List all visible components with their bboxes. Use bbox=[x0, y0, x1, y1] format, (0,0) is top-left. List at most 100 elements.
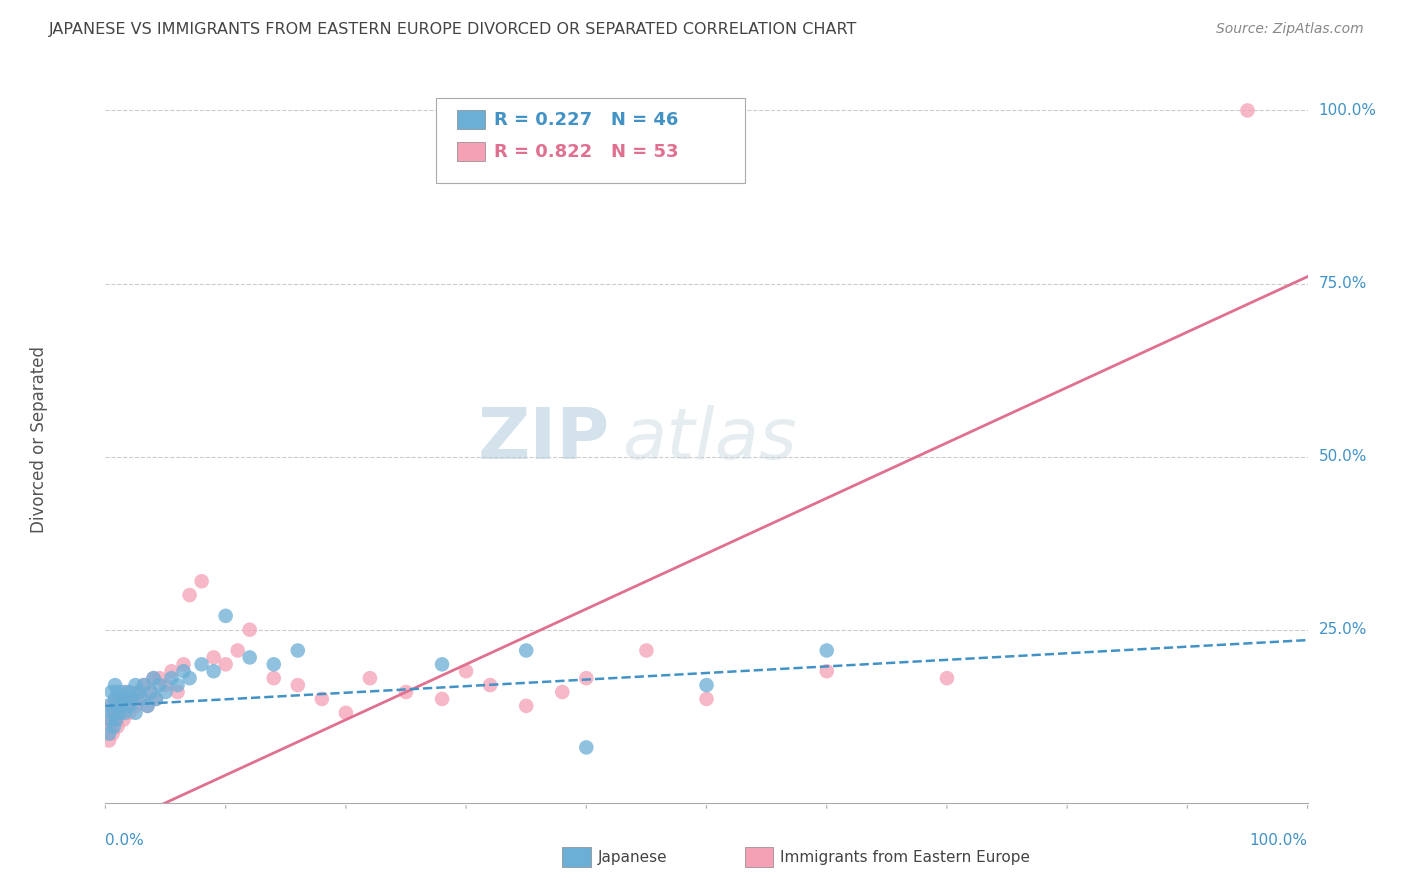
Point bbox=[226, 643, 249, 657]
Text: Source: ZipAtlas.com: Source: ZipAtlas.com bbox=[1216, 22, 1364, 37]
Point bbox=[515, 698, 537, 713]
Point bbox=[112, 685, 135, 699]
Point bbox=[202, 650, 225, 665]
Text: 75.0%: 75.0% bbox=[1319, 276, 1367, 291]
Point bbox=[136, 698, 159, 713]
Point bbox=[696, 692, 718, 706]
Point bbox=[132, 678, 155, 692]
Point bbox=[100, 698, 122, 713]
Text: 50.0%: 50.0% bbox=[1319, 449, 1367, 464]
Point bbox=[155, 685, 177, 699]
Point bbox=[101, 726, 124, 740]
Point bbox=[115, 692, 138, 706]
Point bbox=[359, 671, 381, 685]
Point bbox=[160, 671, 183, 685]
Point bbox=[155, 678, 177, 692]
Point bbox=[190, 574, 212, 589]
Point bbox=[1236, 103, 1258, 118]
Point bbox=[104, 692, 127, 706]
Point bbox=[112, 713, 135, 727]
Point bbox=[118, 685, 141, 699]
Text: Immigrants from Eastern Europe: Immigrants from Eastern Europe bbox=[780, 850, 1031, 864]
Point bbox=[97, 698, 120, 713]
Point bbox=[145, 692, 167, 706]
Text: 100.0%: 100.0% bbox=[1250, 833, 1308, 848]
Point bbox=[131, 692, 153, 706]
Point bbox=[551, 685, 574, 699]
Point bbox=[115, 685, 138, 699]
Point bbox=[148, 678, 170, 692]
Point bbox=[121, 692, 143, 706]
Point bbox=[139, 685, 162, 699]
Point bbox=[124, 706, 146, 720]
Point bbox=[105, 713, 128, 727]
Point bbox=[105, 713, 128, 727]
Point bbox=[815, 643, 838, 657]
Point bbox=[107, 685, 129, 699]
Point bbox=[104, 678, 127, 692]
Point bbox=[430, 692, 453, 706]
Point bbox=[110, 692, 132, 706]
Point bbox=[575, 740, 598, 755]
Point bbox=[110, 692, 132, 706]
Point bbox=[696, 678, 718, 692]
Point bbox=[114, 706, 136, 720]
Text: 0.0%: 0.0% bbox=[105, 833, 145, 848]
Point bbox=[136, 698, 159, 713]
Text: R = 0.227   N = 46: R = 0.227 N = 46 bbox=[494, 111, 678, 128]
Point bbox=[103, 706, 125, 720]
Point bbox=[128, 685, 150, 699]
Point bbox=[124, 678, 146, 692]
Point bbox=[104, 692, 127, 706]
Point bbox=[575, 671, 598, 685]
Point bbox=[121, 692, 143, 706]
Text: 100.0%: 100.0% bbox=[1319, 103, 1376, 118]
Point bbox=[148, 671, 170, 685]
Point bbox=[173, 665, 195, 679]
Text: R = 0.822   N = 53: R = 0.822 N = 53 bbox=[494, 143, 678, 161]
Point bbox=[335, 706, 357, 720]
Point bbox=[101, 706, 124, 720]
Point bbox=[179, 671, 201, 685]
Point bbox=[132, 678, 155, 692]
Point bbox=[166, 678, 188, 692]
Point bbox=[100, 685, 122, 699]
Point bbox=[139, 685, 162, 699]
Point bbox=[111, 698, 134, 713]
Point bbox=[190, 657, 212, 672]
Text: Japanese: Japanese bbox=[598, 850, 668, 864]
Point bbox=[263, 671, 285, 685]
Point bbox=[936, 671, 959, 685]
Point bbox=[214, 657, 236, 672]
Point bbox=[142, 671, 165, 685]
Point bbox=[103, 720, 125, 734]
Point bbox=[166, 685, 188, 699]
Text: 25.0%: 25.0% bbox=[1319, 623, 1367, 637]
Point bbox=[97, 713, 120, 727]
Point bbox=[636, 643, 658, 657]
Point bbox=[263, 657, 285, 672]
Point bbox=[107, 698, 129, 713]
Point bbox=[108, 706, 131, 720]
Point bbox=[145, 692, 167, 706]
Point bbox=[179, 588, 201, 602]
Point bbox=[107, 720, 129, 734]
Point bbox=[214, 608, 236, 623]
Point bbox=[131, 692, 153, 706]
Point bbox=[114, 698, 136, 713]
Point bbox=[287, 643, 309, 657]
Point bbox=[202, 665, 225, 679]
Point bbox=[108, 706, 131, 720]
Point bbox=[456, 665, 478, 679]
Point bbox=[98, 720, 121, 734]
Text: JAPANESE VS IMMIGRANTS FROM EASTERN EUROPE DIVORCED OR SEPARATED CORRELATION CHA: JAPANESE VS IMMIGRANTS FROM EASTERN EURO… bbox=[49, 22, 858, 37]
Point bbox=[430, 657, 453, 672]
Text: ZIP: ZIP bbox=[478, 405, 610, 474]
Point bbox=[479, 678, 502, 692]
Point bbox=[98, 726, 121, 740]
Point bbox=[107, 698, 129, 713]
Point bbox=[142, 671, 165, 685]
Text: atlas: atlas bbox=[623, 405, 797, 474]
Point bbox=[128, 685, 150, 699]
Point bbox=[124, 698, 146, 713]
